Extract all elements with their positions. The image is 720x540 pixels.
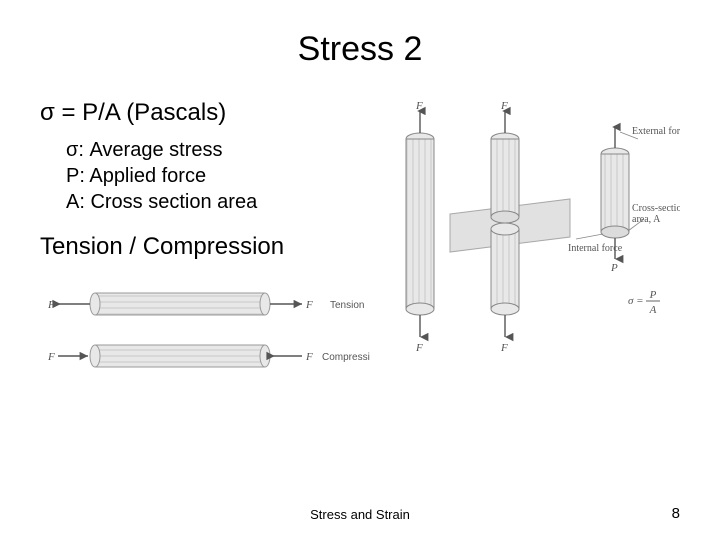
page-number: 8 <box>672 505 680 522</box>
def-a: A: Cross section area <box>66 189 370 215</box>
page-title: Stress 2 <box>40 30 680 69</box>
subheading: Tension / Compression <box>40 233 370 261</box>
tension-compression-diagram: F F Tension F F Compression <box>40 275 370 395</box>
force-top-2: F <box>500 100 508 112</box>
force-bot-1: F <box>415 342 423 354</box>
external-force-label: External force <box>632 126 680 137</box>
internal-force-label: Internal force <box>568 243 623 254</box>
footer-text: Stress and Strain <box>0 507 720 522</box>
force-top-1: F <box>415 100 423 112</box>
force-label-right-tension: F <box>305 299 313 311</box>
force-p-bot: P <box>610 262 618 274</box>
content-row: σ = P/A (Pascals) σ: Average stress P: A… <box>40 99 680 395</box>
def-sigma: σ: Average stress <box>66 137 370 163</box>
force-label-right-compression: F <box>305 351 313 363</box>
force-bot-2: F <box>500 342 508 354</box>
mini-formula-sigma: σ = <box>628 295 644 307</box>
force-label-left-compression: F <box>47 351 55 363</box>
cross-section-label: Cross-sectional area, A <box>632 203 680 225</box>
mini-formula-a: A <box>649 304 657 316</box>
definitions: σ: Average stress P: Applied force A: Cr… <box>66 137 370 215</box>
tension-label: Tension <box>330 300 364 311</box>
def-p: P: Applied force <box>66 163 370 189</box>
mini-formula-p: P <box>649 289 657 301</box>
formula-line: σ = P/A (Pascals) <box>40 99 370 127</box>
slide: Stress 2 σ = P/A (Pascals) σ: Average st… <box>0 0 720 540</box>
compression-label: Compression <box>322 352 370 363</box>
left-column: σ = P/A (Pascals) σ: Average stress P: A… <box>40 99 370 395</box>
stress-cylinder-diagram: F F F F P <box>380 99 680 359</box>
force-label-left-tension: F <box>47 299 55 311</box>
